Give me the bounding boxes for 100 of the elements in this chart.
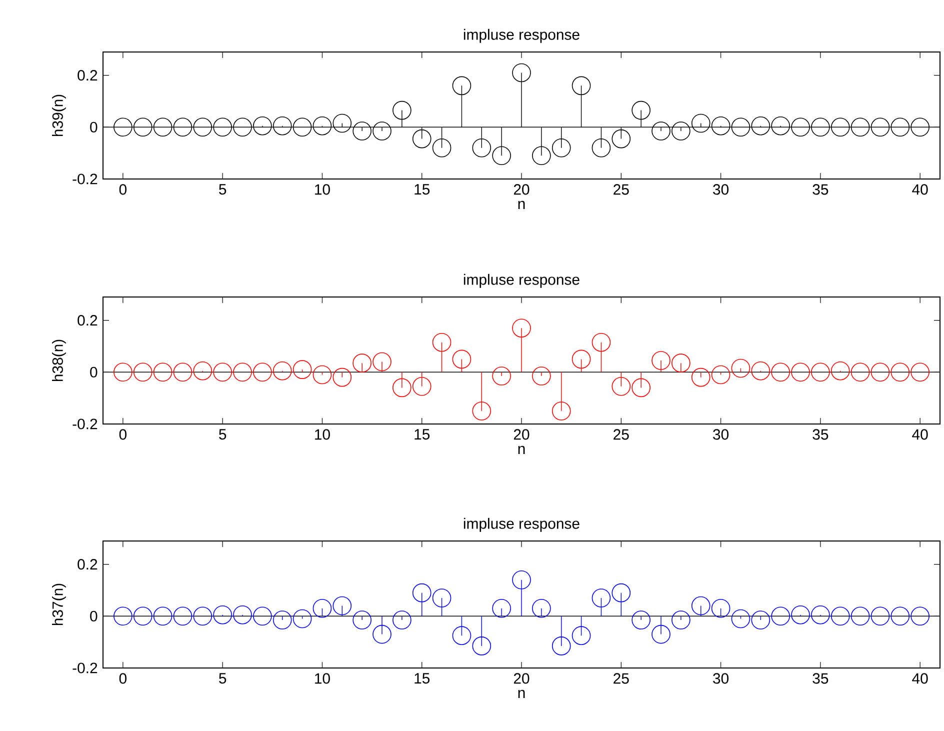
y-tick-label: 0.2	[78, 315, 98, 326]
point	[312, 116, 332, 136]
x-tick-label: 30	[713, 673, 729, 684]
x-tick-label: 5	[219, 673, 226, 684]
point	[552, 636, 571, 656]
point	[672, 610, 690, 630]
point	[532, 598, 551, 618]
point	[691, 596, 710, 616]
point	[552, 138, 571, 158]
point	[114, 118, 132, 137]
point	[830, 361, 850, 380]
point	[632, 378, 650, 398]
point	[272, 116, 292, 136]
point	[532, 366, 551, 386]
point	[632, 610, 650, 630]
x-tick-label: 5	[219, 429, 226, 440]
point	[492, 598, 511, 618]
point	[372, 352, 392, 372]
x-tick-label: 25	[614, 184, 629, 195]
point	[532, 146, 551, 166]
x-tick-label: 0	[119, 429, 126, 440]
x-tick-label: 30	[713, 184, 729, 195]
x-tick-label: 25	[614, 673, 629, 684]
point	[372, 122, 392, 140]
point	[492, 146, 511, 166]
point	[870, 118, 890, 137]
point	[592, 332, 611, 352]
point	[213, 118, 232, 137]
point	[332, 368, 352, 387]
point	[312, 365, 332, 384]
point	[153, 118, 172, 137]
point	[352, 610, 372, 630]
point	[253, 116, 272, 136]
point	[114, 362, 132, 382]
y-axis-title: h39(n)	[52, 94, 66, 136]
x-tick-label: 10	[315, 184, 330, 195]
point	[890, 118, 910, 137]
point	[890, 362, 910, 382]
x-axis-title: n	[518, 690, 525, 698]
point	[372, 624, 392, 644]
point	[472, 402, 492, 420]
point	[652, 624, 670, 644]
x-tick-label: 40	[912, 673, 928, 684]
point	[830, 118, 850, 137]
point	[412, 377, 432, 396]
point	[870, 606, 890, 626]
x-tick-label: 0	[119, 184, 126, 195]
point	[213, 362, 232, 382]
point	[850, 606, 870, 626]
point	[292, 360, 312, 379]
point	[432, 588, 452, 608]
point	[153, 606, 172, 626]
point	[312, 598, 332, 618]
point	[272, 610, 292, 630]
y-tick-label: -0.2	[72, 174, 98, 184]
x-tick-label: 10	[315, 673, 330, 684]
x-tick-label: 10	[315, 429, 330, 440]
x-tick-label: 15	[414, 673, 430, 684]
point	[711, 598, 730, 618]
point	[432, 332, 452, 352]
x-tick-label: 30	[713, 429, 729, 440]
point	[452, 76, 472, 96]
point	[412, 583, 432, 602]
point	[133, 362, 152, 382]
point	[492, 366, 511, 386]
point	[612, 377, 631, 396]
point	[811, 605, 830, 624]
point	[193, 606, 212, 626]
point	[253, 362, 272, 382]
x-tick-label: 15	[414, 429, 430, 440]
x-axis-title: n	[518, 200, 525, 209]
point	[751, 361, 770, 380]
x-tick-label: 15	[414, 184, 430, 195]
point	[791, 362, 810, 382]
y-tick-label: -0.2	[72, 662, 98, 674]
point	[850, 362, 870, 382]
point	[652, 351, 670, 370]
point	[830, 606, 850, 626]
point	[332, 596, 352, 616]
point	[352, 122, 372, 140]
point	[791, 118, 810, 137]
point	[272, 361, 292, 380]
point	[173, 362, 192, 382]
point	[751, 610, 770, 630]
x-tick-label: 40	[912, 184, 928, 195]
point	[173, 118, 192, 137]
point	[292, 118, 312, 137]
point	[193, 361, 212, 380]
point	[173, 606, 192, 626]
point	[771, 362, 790, 382]
point	[711, 365, 730, 384]
point	[612, 129, 631, 148]
point	[392, 610, 412, 630]
x-tick-label: 40	[912, 429, 928, 440]
x-tick-label: 20	[514, 184, 530, 195]
point	[672, 122, 690, 140]
point	[292, 609, 312, 628]
point	[592, 138, 611, 158]
point	[652, 122, 670, 140]
x-tick-label: 0	[119, 673, 126, 684]
